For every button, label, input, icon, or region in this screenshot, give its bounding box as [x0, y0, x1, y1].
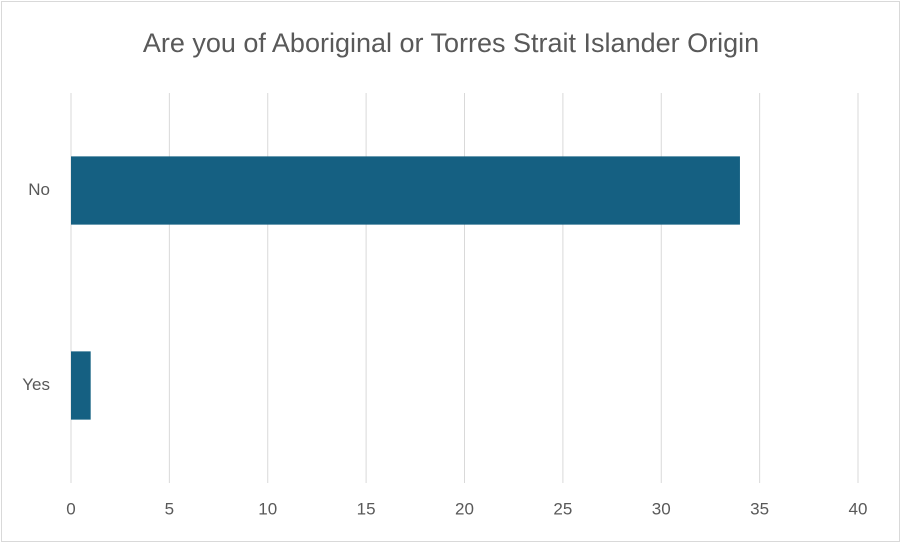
bar [71, 156, 740, 225]
chart-title: Are you of Aboriginal or Torres Strait I… [143, 28, 759, 58]
bar [71, 351, 91, 420]
y-tick-label: No [28, 180, 50, 199]
x-tick-label: 40 [849, 499, 868, 518]
x-tick-label: 25 [553, 499, 572, 518]
y-tick-label: Yes [22, 375, 50, 394]
x-tick-label: 20 [455, 499, 474, 518]
x-tick-label: 0 [66, 499, 75, 518]
x-tick-label: 30 [652, 499, 671, 518]
x-tick-label: 10 [258, 499, 277, 518]
x-tick-label: 5 [165, 499, 174, 518]
x-tick-label: 15 [357, 499, 376, 518]
x-tick-label: 35 [750, 499, 769, 518]
